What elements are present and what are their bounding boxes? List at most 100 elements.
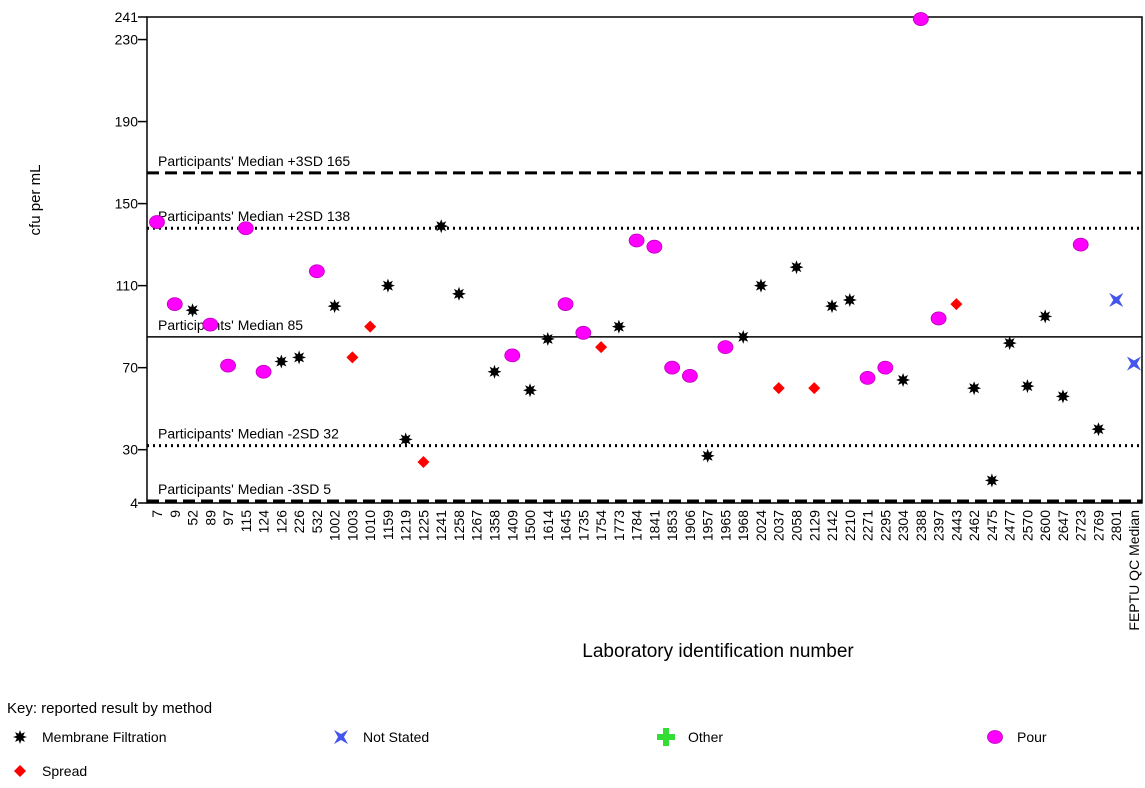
data-point — [664, 360, 681, 375]
data-point — [185, 303, 200, 318]
x-tick-label: 2397 — [931, 510, 947, 541]
x-tick-label: 2304 — [895, 510, 911, 541]
x-tick-label: 2024 — [753, 510, 769, 541]
y-tick-label: 150 — [115, 196, 139, 212]
data-point — [274, 354, 289, 369]
x-tick-label: 52 — [185, 510, 201, 526]
data-point — [452, 286, 466, 301]
data-point — [646, 239, 663, 254]
data-point — [557, 297, 574, 311]
data-point — [255, 364, 272, 379]
legend-marker — [333, 729, 349, 745]
data-point — [825, 299, 839, 314]
data-point — [736, 329, 751, 344]
x-tick-label: 7 — [149, 510, 165, 518]
x-tick-label: 1002 — [327, 510, 343, 541]
x-tick-label: 2295 — [877, 510, 893, 541]
x-tick-label: FEPTU QC Median — [1126, 510, 1142, 631]
data-point — [611, 319, 626, 334]
legend-label: Spread — [42, 763, 87, 779]
x-tick-label: 1241 — [433, 510, 449, 541]
legend-marker — [13, 730, 27, 744]
x-tick-label: 2600 — [1037, 510, 1053, 541]
data-point — [220, 358, 236, 373]
y-tick-label: 190 — [115, 114, 139, 130]
reference-label: Participants' Median +3SD 165 — [158, 153, 350, 169]
legend-label: Membrane Filtration — [42, 729, 167, 745]
data-point — [202, 317, 219, 332]
x-tick-label: 1841 — [646, 510, 662, 541]
x-tick-label: 97 — [220, 510, 236, 526]
x-tick-label: 9 — [167, 510, 183, 518]
data-point — [984, 473, 999, 488]
x-tick-label: 1968 — [735, 510, 751, 541]
reference-label: Participants' Median -3SD 5 — [158, 481, 331, 497]
x-tick-label: 115 — [238, 510, 254, 533]
x-tick-label: 89 — [202, 510, 218, 526]
data-point — [896, 373, 911, 387]
legend-marker — [657, 728, 675, 746]
plot-frame — [146, 16, 1143, 504]
data-point — [808, 382, 821, 395]
x-tick-label: 1409 — [504, 510, 520, 541]
data-point — [717, 340, 734, 355]
legend-marker — [987, 730, 1003, 744]
x-tick-label: 2647 — [1055, 510, 1071, 541]
data-point — [950, 298, 963, 311]
x-tick-label: 124 — [256, 510, 272, 534]
data-point — [754, 278, 768, 293]
data-point — [1055, 389, 1070, 404]
data-point — [930, 311, 947, 326]
data-point — [434, 219, 449, 234]
x-tick-label: 1645 — [558, 510, 574, 541]
data-point — [595, 341, 608, 354]
x-tick-label: 1773 — [611, 510, 627, 541]
data-point — [417, 455, 430, 468]
x-tick-label: 1258 — [451, 510, 467, 541]
reference-label: Participants' Median 85 — [158, 317, 303, 333]
data-point — [967, 381, 982, 396]
x-tick-label: 2769 — [1090, 510, 1106, 541]
data-point — [398, 432, 413, 447]
data-point — [1109, 292, 1124, 308]
x-tick-label: 1010 — [362, 510, 378, 541]
data-point — [1072, 237, 1089, 252]
x-tick-label: 1957 — [700, 510, 716, 541]
x-tick-label: 2443 — [948, 510, 964, 541]
legend-marker — [14, 765, 26, 777]
y-tick-label: 241 — [115, 9, 139, 25]
x-tick-label: 1906 — [682, 510, 698, 541]
data-point — [842, 293, 857, 307]
x-tick-label: 2210 — [842, 510, 858, 541]
x-tick-label: 2037 — [771, 510, 787, 541]
y-axis-title: cfu per mL — [27, 165, 44, 236]
legend-label: Other — [688, 729, 723, 745]
data-point — [504, 348, 521, 363]
data-point — [380, 278, 395, 293]
x-tick-label: 1500 — [522, 510, 538, 541]
data-point — [346, 351, 359, 364]
data-point — [364, 320, 377, 333]
x-tick-label: 1614 — [540, 510, 556, 541]
x-tick-label: 126 — [273, 510, 289, 534]
y-tick-label: 30 — [122, 442, 138, 458]
x-tick-label: 1735 — [575, 510, 591, 541]
x-tick-label: 1784 — [629, 510, 645, 541]
data-point — [628, 233, 645, 248]
x-tick-label: 1159 — [380, 510, 396, 540]
x-tick-label: 1225 — [415, 510, 431, 541]
x-tick-label: 2570 — [1019, 510, 1035, 541]
x-tick-label: 2475 — [984, 510, 1000, 541]
x-tick-label: 1853 — [664, 510, 680, 541]
data-point — [237, 221, 254, 236]
data-point — [1020, 379, 1035, 394]
reference-label: Participants' Median -2SD 32 — [158, 426, 339, 442]
x-tick-label: 1965 — [717, 510, 733, 541]
data-point — [540, 331, 555, 346]
y-tick-label: 110 — [116, 278, 139, 294]
data-point — [523, 383, 537, 398]
data-point — [1038, 309, 1053, 324]
y-tick-label: 70 — [122, 360, 138, 376]
x-tick-label: 2801 — [1108, 510, 1124, 541]
